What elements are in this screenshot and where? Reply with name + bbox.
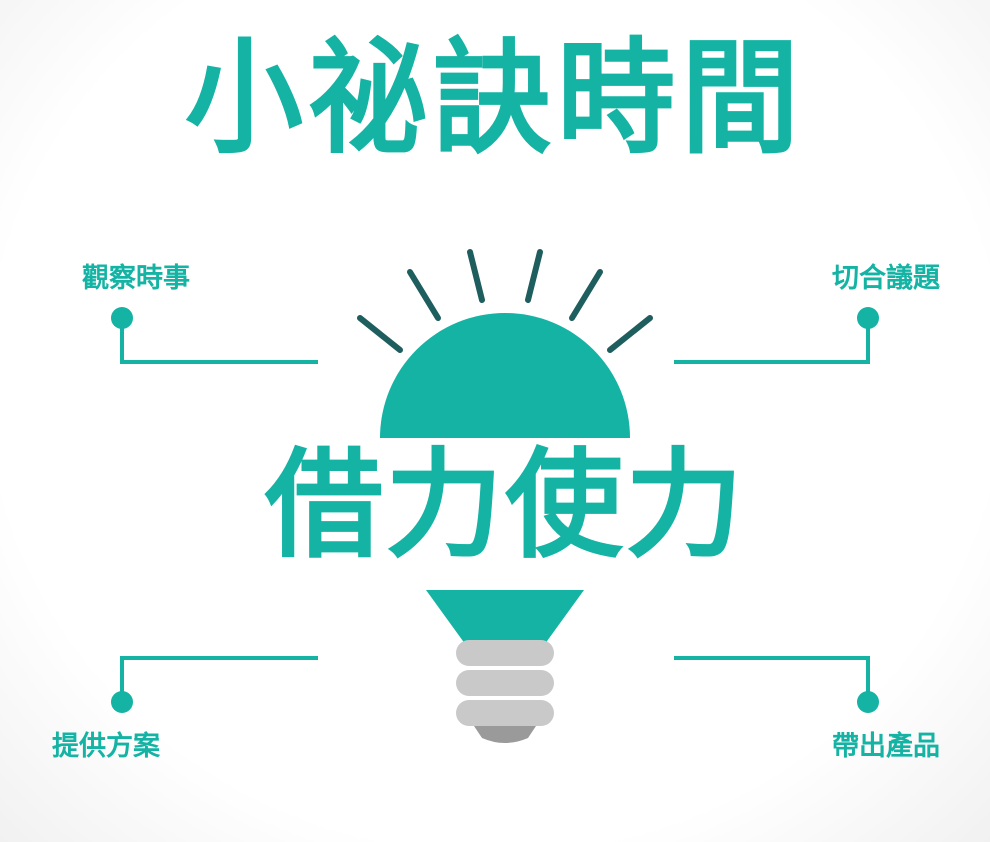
bulb-base xyxy=(456,640,554,743)
label-top-right: 切合議題 xyxy=(832,263,940,294)
connector-bottom-right xyxy=(674,656,870,702)
light-ray xyxy=(467,249,485,303)
dot-top-left xyxy=(111,307,133,329)
connector-top-left xyxy=(120,318,318,364)
page-title: 小祕訣時間 xyxy=(184,25,805,171)
light-ray xyxy=(525,249,543,303)
light-ray xyxy=(607,315,653,353)
connectors xyxy=(120,318,870,702)
light-rays xyxy=(357,249,653,353)
dot-bottom-right xyxy=(857,691,879,713)
lightbulb-icon xyxy=(380,313,630,438)
dot-top-right xyxy=(857,307,879,329)
connector-top-right xyxy=(674,318,870,364)
light-ray xyxy=(357,315,403,353)
label-bottom-right: 帶出產品 xyxy=(832,731,940,762)
light-ray xyxy=(407,269,441,321)
connector-bottom-left xyxy=(120,656,318,702)
connector-dots xyxy=(111,307,879,713)
bulb-text: 借力使力 xyxy=(264,436,745,574)
label-bottom-left: 提供方案 xyxy=(52,731,160,762)
light-ray xyxy=(569,269,603,321)
bulb-neck xyxy=(426,590,584,648)
dot-bottom-left xyxy=(111,691,133,713)
label-top-left: 觀察時事 xyxy=(82,263,190,294)
